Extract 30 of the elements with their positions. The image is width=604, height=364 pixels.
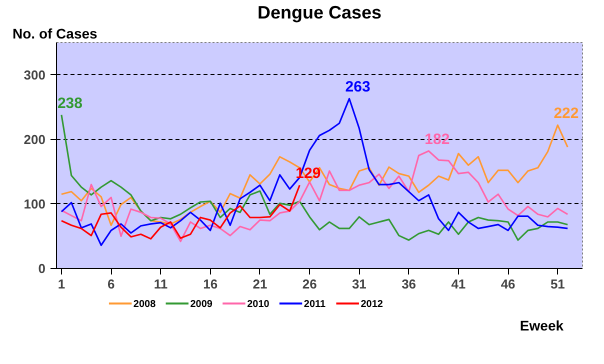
- annotation: 222: [554, 105, 579, 122]
- line-series: [60, 150, 568, 242]
- x-axis-title: Eweek: [520, 318, 564, 334]
- annotation: 238: [57, 94, 82, 112]
- x-tick-label: 6: [107, 276, 115, 292]
- legend-label: 2009: [190, 299, 213, 310]
- legend-label: 2012: [360, 299, 384, 310]
- annotation: 182: [424, 130, 450, 148]
- legend-label: 2010: [247, 299, 270, 310]
- y-tick-label: 300: [24, 67, 46, 82]
- y-axis-title: No. of Cases: [12, 26, 98, 42]
- chart-title: Dengue Cases: [257, 2, 382, 22]
- x-tick-label: 41: [451, 276, 466, 292]
- x-tick-label: 11: [154, 276, 168, 292]
- legend-label: 2011: [304, 299, 326, 310]
- legend-label: 2008: [133, 299, 156, 310]
- x-tick-label: 36: [402, 276, 416, 292]
- x-tick-label: 21: [252, 276, 268, 292]
- x-tick-label: 1: [58, 276, 66, 292]
- y-tick-label: 0: [38, 261, 46, 276]
- x-tick-label: 16: [203, 276, 218, 292]
- x-tick-label: 26: [302, 276, 317, 292]
- x-tick-label: 46: [500, 276, 516, 292]
- x-tick-label: 31: [352, 276, 366, 292]
- x-tick-label: 51: [550, 276, 565, 292]
- y-tick-label: 200: [24, 132, 46, 147]
- annotation: 263: [345, 78, 370, 96]
- line-series: [60, 124, 568, 226]
- line-series: [60, 184, 300, 240]
- y-tick-label: 100: [24, 196, 46, 212]
